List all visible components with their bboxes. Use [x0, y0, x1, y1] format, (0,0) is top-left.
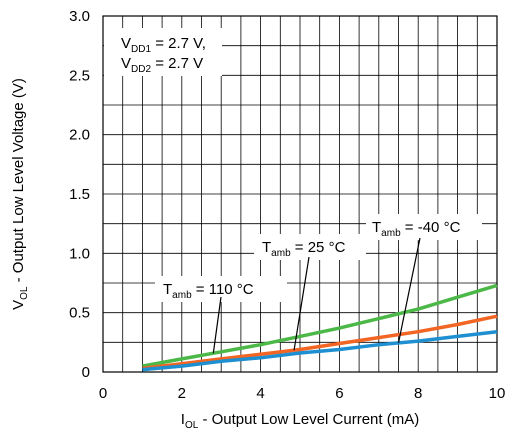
- conditions-box: VDD1 = 2.7 V, VDD2 = 2.7 V: [104, 28, 222, 76]
- y-tick-label: 0: [82, 364, 90, 381]
- leader-line-minus40c: [397, 237, 421, 344]
- x-tick-labels: 0 2 4 6 8 10: [99, 385, 505, 402]
- label-background-25c: [254, 234, 366, 260]
- x-tick-label: 10: [489, 385, 505, 402]
- leader-line-25c: [293, 256, 310, 351]
- series-line-2: [142, 329, 498, 372]
- series-label-minus40c: Tamb = -40 °C: [372, 219, 461, 239]
- series-line-0: [142, 283, 498, 368]
- series-label-110c: Tamb = 110 °C: [163, 281, 254, 301]
- plot-frame: [102, 15, 498, 373]
- y-tick-label: 2.0: [69, 127, 90, 144]
- series-label-25c: Tamb = 25 °C: [262, 239, 346, 259]
- y-tick-label: 1.0: [69, 245, 90, 262]
- condition-vdd1: VDD1 = 2.7 V,: [121, 35, 206, 55]
- series-labels: Tamb = 110 °C Tamb = 25 °C Tamb = -40 °C: [155, 214, 482, 354]
- y-tick-label: 2.5: [69, 67, 90, 84]
- y-tick-label: 0.5: [69, 305, 90, 322]
- label-background-minus40c: [366, 214, 482, 240]
- y-tick-label: 1.5: [69, 186, 90, 203]
- x-tick-label: 6: [335, 385, 343, 402]
- x-tick-label: 8: [414, 385, 422, 402]
- x-axis-label: IOL - Output Low Level Current (mA): [181, 411, 419, 431]
- series-line-1: [142, 314, 498, 371]
- series-group: [142, 283, 498, 372]
- y-tick-label: 3.0: [69, 8, 90, 25]
- conditions-background: [104, 28, 222, 76]
- condition-vdd2: VDD2 = 2.7 V: [121, 55, 203, 75]
- y-axis-label: VOL - Output Low Level Voltage (V): [10, 78, 30, 310]
- x-tick-label: 0: [99, 385, 107, 402]
- x-tick-label: 2: [178, 385, 186, 402]
- leader-line-110c: [212, 296, 222, 354]
- x-tick-label: 4: [256, 385, 264, 402]
- y-tick-labels: 0 0.5 1.0 1.5 2.0 2.5 3.0: [69, 8, 90, 381]
